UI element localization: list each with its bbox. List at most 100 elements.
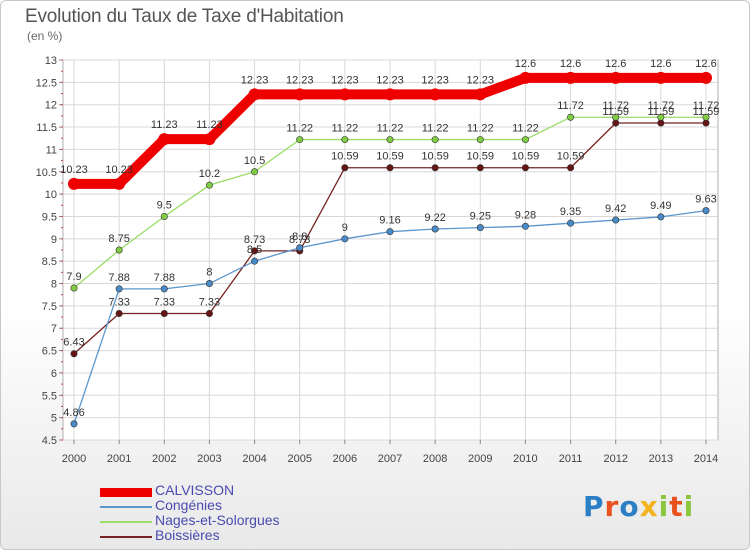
data-label: 7.9	[66, 271, 81, 283]
data-label: 11.22	[377, 123, 404, 135]
data-point	[205, 181, 213, 189]
data-point	[251, 257, 259, 265]
data-label: 10.59	[512, 151, 540, 163]
x-tick-label: 2009	[468, 453, 492, 465]
y-tick-label: 5.5	[42, 390, 57, 402]
data-label: 11.72	[602, 100, 629, 112]
x-tick-label: 2003	[197, 453, 221, 465]
data-point	[521, 164, 529, 172]
data-label: 9.22	[424, 212, 445, 224]
x-tick-label: 2013	[649, 453, 673, 465]
legend-swatch	[100, 536, 152, 538]
data-point	[341, 164, 349, 172]
data-point	[70, 350, 78, 358]
proxiti-logo: Proxiti	[583, 490, 694, 523]
logo-letter: r	[604, 490, 620, 523]
data-point	[68, 177, 80, 190]
data-label: 11.23	[151, 119, 178, 131]
data-point	[386, 228, 394, 236]
data-point	[113, 177, 126, 190]
data-label: 9.28	[515, 209, 536, 221]
legend-label: CALVISSON	[155, 482, 235, 498]
data-point	[386, 136, 394, 144]
data-label: 12.23	[241, 74, 269, 86]
data-label: 12.6	[560, 58, 581, 70]
data-point	[115, 309, 123, 317]
data-point	[429, 88, 442, 101]
data-point	[293, 88, 306, 101]
data-point	[476, 164, 484, 172]
chart-subtitle: (en %)	[27, 29, 63, 43]
x-tick-label: 2005	[287, 453, 311, 465]
data-point	[115, 285, 123, 293]
data-point	[657, 119, 665, 127]
legend-swatch	[100, 506, 152, 508]
data-label: 12.6	[605, 58, 626, 70]
x-tick-label: 2001	[107, 453, 131, 465]
logo-letter: t	[669, 490, 684, 523]
y-tick-label: 6.5	[42, 346, 57, 358]
data-point	[702, 113, 710, 121]
data-label: 11.22	[331, 123, 358, 135]
data-label: 10.59	[557, 151, 585, 163]
data-label: 10.23	[60, 164, 88, 176]
data-label: 11.22	[422, 123, 449, 135]
data-label: 8.75	[108, 233, 129, 245]
data-point	[567, 219, 575, 227]
data-point	[476, 224, 484, 232]
data-label: 7.88	[108, 272, 129, 284]
data-point	[612, 119, 620, 127]
data-point	[70, 284, 78, 292]
data-label: 7.33	[199, 296, 220, 308]
data-point	[296, 136, 304, 144]
data-point	[612, 113, 620, 121]
legend-label: Nages-et-Solorgues	[155, 512, 280, 528]
data-label: 11.72	[693, 100, 720, 112]
data-label: 11.59	[693, 106, 720, 118]
data-label: 10.59	[331, 151, 359, 163]
data-point	[657, 213, 665, 221]
x-tick-label: 2006	[333, 453, 357, 465]
data-point	[296, 244, 304, 252]
data-point	[384, 88, 396, 101]
data-label: 10.23	[105, 164, 133, 176]
data-point	[248, 88, 261, 101]
y-tick-label: 7.5	[42, 301, 57, 313]
data-label: 9.25	[470, 211, 491, 223]
data-label: 9.42	[605, 203, 626, 215]
data-point	[609, 71, 622, 84]
y-tick-label: 10.5	[36, 167, 57, 179]
data-point	[205, 309, 213, 317]
data-point	[702, 119, 710, 127]
x-tick-label: 2010	[513, 453, 537, 465]
data-point	[160, 285, 168, 293]
legend-label: Congénies	[155, 497, 222, 513]
data-label: 11.23	[196, 119, 223, 131]
data-point	[158, 133, 171, 146]
data-label: 8.5	[247, 244, 262, 256]
chart-title: Evolution du Taux de Taxe d'Habitation	[25, 6, 344, 27]
y-tick-label: 9	[51, 234, 57, 246]
logo-letter: x	[639, 490, 659, 523]
data-label: 9.35	[560, 206, 581, 218]
data-point	[431, 136, 439, 144]
data-label: 4.86	[63, 407, 84, 419]
data-label: 7.33	[154, 296, 175, 308]
data-label: 8.73	[244, 234, 265, 246]
y-tick-label: 9.5	[42, 211, 57, 223]
legend-label: Boissières	[155, 527, 220, 543]
data-label: 11.22	[286, 123, 313, 135]
data-label: 11.22	[467, 123, 494, 135]
logo-letter: P	[583, 490, 605, 523]
y-tick-label: 12.5	[36, 77, 57, 89]
data-point	[431, 225, 439, 233]
data-label: 8	[206, 267, 212, 279]
y-tick-label: 7	[51, 323, 57, 335]
data-label: 11.72	[647, 100, 674, 112]
data-label: 12.6	[695, 58, 716, 70]
data-label: 11.22	[512, 123, 539, 135]
data-point	[567, 164, 575, 172]
data-point	[160, 212, 168, 220]
data-point	[70, 420, 78, 428]
data-point	[521, 136, 529, 144]
